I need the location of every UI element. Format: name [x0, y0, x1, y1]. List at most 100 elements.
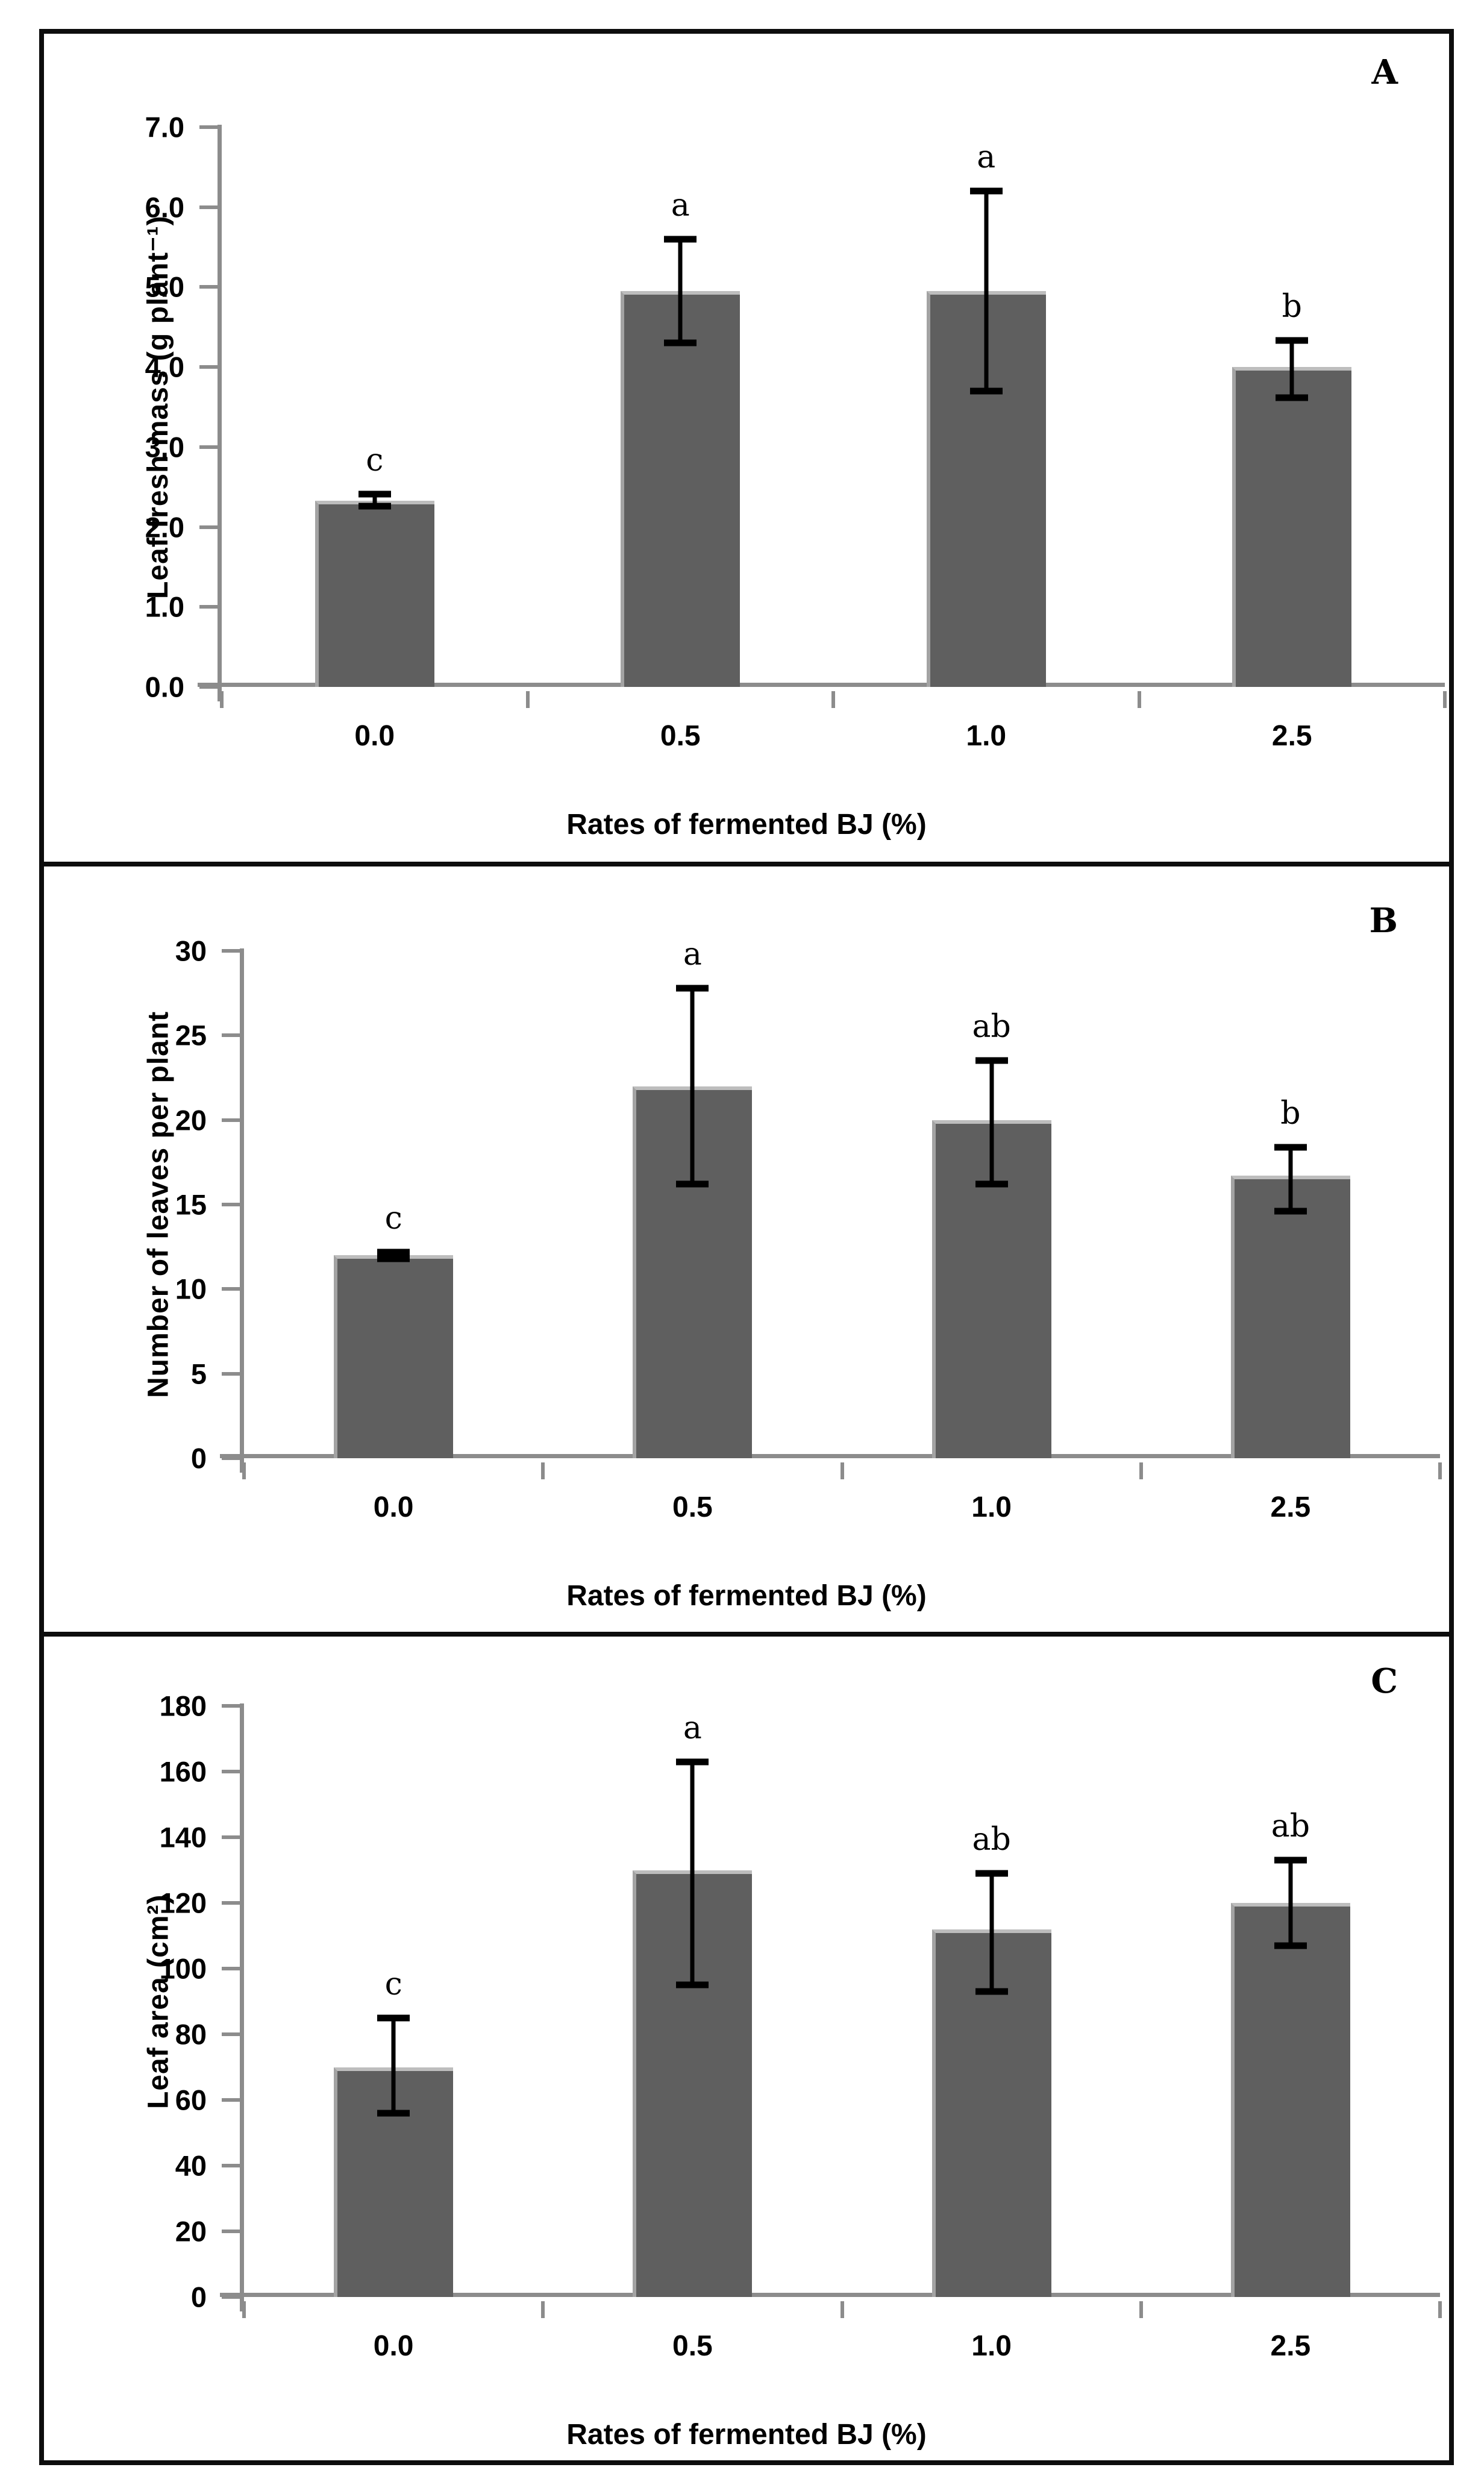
- y-tick-label: 3.0: [145, 431, 184, 463]
- x-tick-label: 2.5: [1270, 2330, 1311, 2362]
- x-tick-mark: [840, 2301, 844, 2318]
- x-tick-mark: [831, 691, 835, 708]
- significance-letter: a: [683, 1709, 702, 1746]
- y-tick-label: 40: [175, 2149, 207, 2182]
- x-tick-mark: [541, 1462, 545, 1479]
- y-tick-label: 2.0: [145, 511, 184, 544]
- y-tick-label: 25: [175, 1019, 207, 1051]
- y-tick-label: 20: [175, 2215, 207, 2248]
- y-tick-mark: [222, 1704, 240, 1708]
- error-bar-cap-bottom: [377, 1255, 410, 1262]
- y-tick-label: 0: [190, 1442, 207, 1474]
- y-tick-label: 5: [190, 1358, 207, 1390]
- x-tick-label: 1.0: [966, 720, 1007, 752]
- x-tick-mark: [220, 691, 224, 708]
- x-tick-mark: [1137, 691, 1141, 708]
- x-tick-mark: [1139, 1462, 1143, 1479]
- significance-letter: b: [1282, 289, 1302, 325]
- y-tick-mark: [222, 2164, 240, 2167]
- bar-slot: a: [833, 127, 1139, 687]
- x-axis-title: Rates of fermented BJ (%): [566, 1580, 927, 1612]
- error-bar-cap-top: [969, 187, 1003, 195]
- bar: [315, 500, 434, 687]
- y-tick-mark: [222, 1203, 240, 1206]
- panel-C: C Leaf area (cm²) 0 20 40 60 80 100 120 140 160 1…: [44, 1632, 1449, 2460]
- x-tick-mark: [1139, 2301, 1143, 2318]
- bar-slot: ab: [842, 951, 1141, 1458]
- y-tick-mark: [222, 1118, 240, 1122]
- error-bar-cap-top: [676, 1758, 709, 1766]
- x-tick-label: 0.5: [672, 1491, 713, 1523]
- bar-slot: a: [543, 939, 842, 1458]
- significance-letter: a: [683, 936, 702, 973]
- y-tick-mark: [199, 205, 218, 209]
- significance-letter: b: [1280, 1095, 1301, 1132]
- y-tick-mark: [222, 2230, 240, 2233]
- error-bar-cap-bottom: [975, 1988, 1008, 1995]
- y-tick-label: 15: [175, 1188, 207, 1221]
- bar-slot: c: [244, 1706, 543, 2297]
- x-axis-line: [220, 2293, 1440, 2297]
- error-bar: [1289, 340, 1294, 398]
- x-tick-mark: [1443, 691, 1447, 708]
- y-tick-mark: [222, 2295, 240, 2299]
- bar: [334, 1255, 454, 1458]
- x-tick-labels: 0.0 0.5 1.0 2.5: [222, 722, 1445, 751]
- y-tick-label: 7.0: [145, 111, 184, 143]
- panel-letter-B: B: [1369, 901, 1398, 941]
- y-axis-line: [240, 1703, 244, 2311]
- error-bar-cap-bottom: [358, 503, 391, 510]
- error-bar-cap-bottom: [975, 1180, 1008, 1188]
- x-tick-label: 1.0: [971, 2330, 1012, 2362]
- y-tick-label: 80: [175, 2018, 207, 2051]
- bar-slot: c: [222, 127, 528, 687]
- y-tick-mark: [222, 1835, 240, 1839]
- bars-region: c a a b: [222, 127, 1445, 687]
- plot-area: 0 20 40 60 80 100 120 140 160 180 c a ab ab: [160, 1692, 1442, 2318]
- error-bar-cap-top: [1276, 337, 1309, 344]
- y-axis-title: Leaf area (cm²): [142, 1894, 175, 2109]
- x-tick-label: 0.0: [354, 720, 395, 752]
- error-bar-cap-bottom: [377, 2110, 410, 2117]
- error-bar-cap-top: [975, 1057, 1008, 1064]
- x-axis-line: [220, 1454, 1440, 1458]
- x-tick-labels: 0.0 0.5 1.0 2.5: [244, 1493, 1440, 1522]
- y-tick-mark: [199, 525, 218, 529]
- y-tick-label: 10: [175, 1273, 207, 1305]
- y-axis-line: [218, 125, 222, 701]
- bar: [1230, 1176, 1350, 1458]
- error-bar-cap-bottom: [969, 387, 1003, 395]
- y-tick-mark: [199, 285, 218, 289]
- x-tick-mark: [525, 691, 530, 708]
- error-bar: [391, 1252, 396, 1259]
- x-axis-title: Rates of fermented BJ (%): [566, 2419, 927, 2451]
- y-tick-label: 30: [175, 935, 207, 967]
- error-bar-cap-bottom: [1276, 394, 1309, 401]
- x-tick-mark: [1438, 2301, 1442, 2318]
- x-tick-label: 0.5: [660, 720, 701, 752]
- x-tick-label: 0.5: [672, 2330, 713, 2362]
- panel-B: B Number of leaves per plant 0 5 10 15 20 25 3…: [44, 862, 1449, 1632]
- y-tick-label: 0: [190, 2281, 207, 2313]
- panel-letter-A: A: [1371, 52, 1398, 92]
- error-bar: [690, 1761, 695, 1985]
- error-bar-cap-bottom: [1274, 1942, 1307, 1949]
- error-bar-cap-top: [358, 490, 391, 498]
- y-tick-label: 100: [159, 1952, 207, 1985]
- error-bar-cap-top: [1274, 1857, 1307, 1864]
- bars-region: c a ab b: [244, 939, 1440, 1458]
- x-axis-line: [198, 683, 1445, 687]
- y-tick-mark: [222, 1371, 240, 1376]
- x-tick-label: 2.5: [1270, 1491, 1311, 1523]
- error-bar: [1288, 1147, 1293, 1212]
- panel-A: A Leaf fresh mass (g plant⁻¹) 0.0 1.0 2.0 3…: [44, 34, 1449, 862]
- y-tick-label: 60: [175, 2084, 207, 2116]
- error-bar: [678, 239, 683, 343]
- error-bar: [391, 2017, 396, 2113]
- x-axis-title: Rates of fermented BJ (%): [566, 809, 927, 841]
- error-bar-cap-top: [676, 985, 709, 992]
- bar-slot: b: [1139, 127, 1445, 687]
- y-tick-mark: [222, 2098, 240, 2102]
- y-tick-label: 6.0: [145, 191, 184, 224]
